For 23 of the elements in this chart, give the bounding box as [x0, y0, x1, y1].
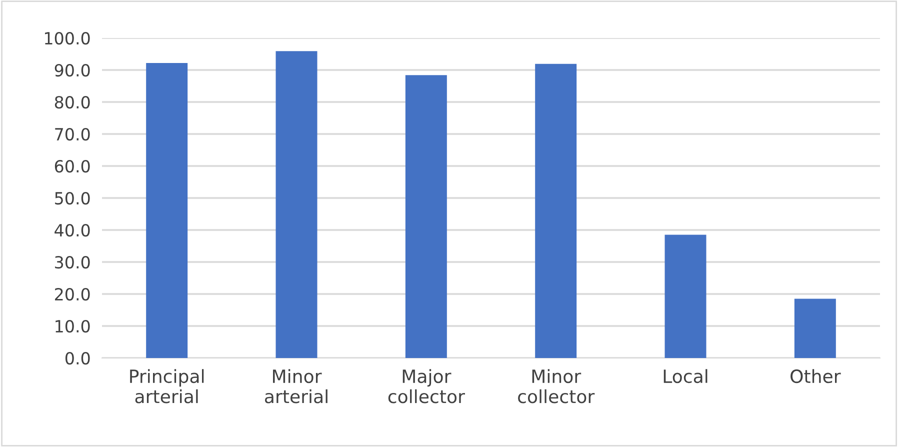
bar	[405, 75, 447, 358]
x-tick-label: Major collector	[388, 369, 465, 404]
y-tick-label: 80.0	[54, 96, 90, 109]
bar	[146, 62, 188, 358]
bar	[664, 234, 706, 358]
y-tick-label: 50.0	[55, 192, 90, 205]
y-tick-label: 20.0	[55, 288, 90, 301]
x-tick-label: Minor collector	[518, 369, 595, 404]
y-tick-label: 10.0	[56, 320, 90, 333]
y-tick-label: 100.0	[45, 32, 90, 45]
y-tick-label: 30.0	[55, 256, 90, 269]
y-tick-label: 90.0	[54, 64, 90, 77]
bar	[535, 64, 577, 358]
y-tick-label: 0.0	[65, 352, 90, 365]
x-tick-label: Principal arterial	[130, 369, 204, 404]
bar	[794, 298, 836, 358]
x-tick-label: Local	[664, 369, 708, 384]
y-tick-label: 60.0	[54, 160, 90, 173]
y-tick-label: 40.0	[54, 224, 90, 237]
bar	[276, 51, 318, 358]
x-tick-label: Other	[790, 369, 841, 384]
x-tick-label: Minor arterial	[264, 369, 328, 404]
y-tick-label: 70.0	[55, 128, 90, 141]
